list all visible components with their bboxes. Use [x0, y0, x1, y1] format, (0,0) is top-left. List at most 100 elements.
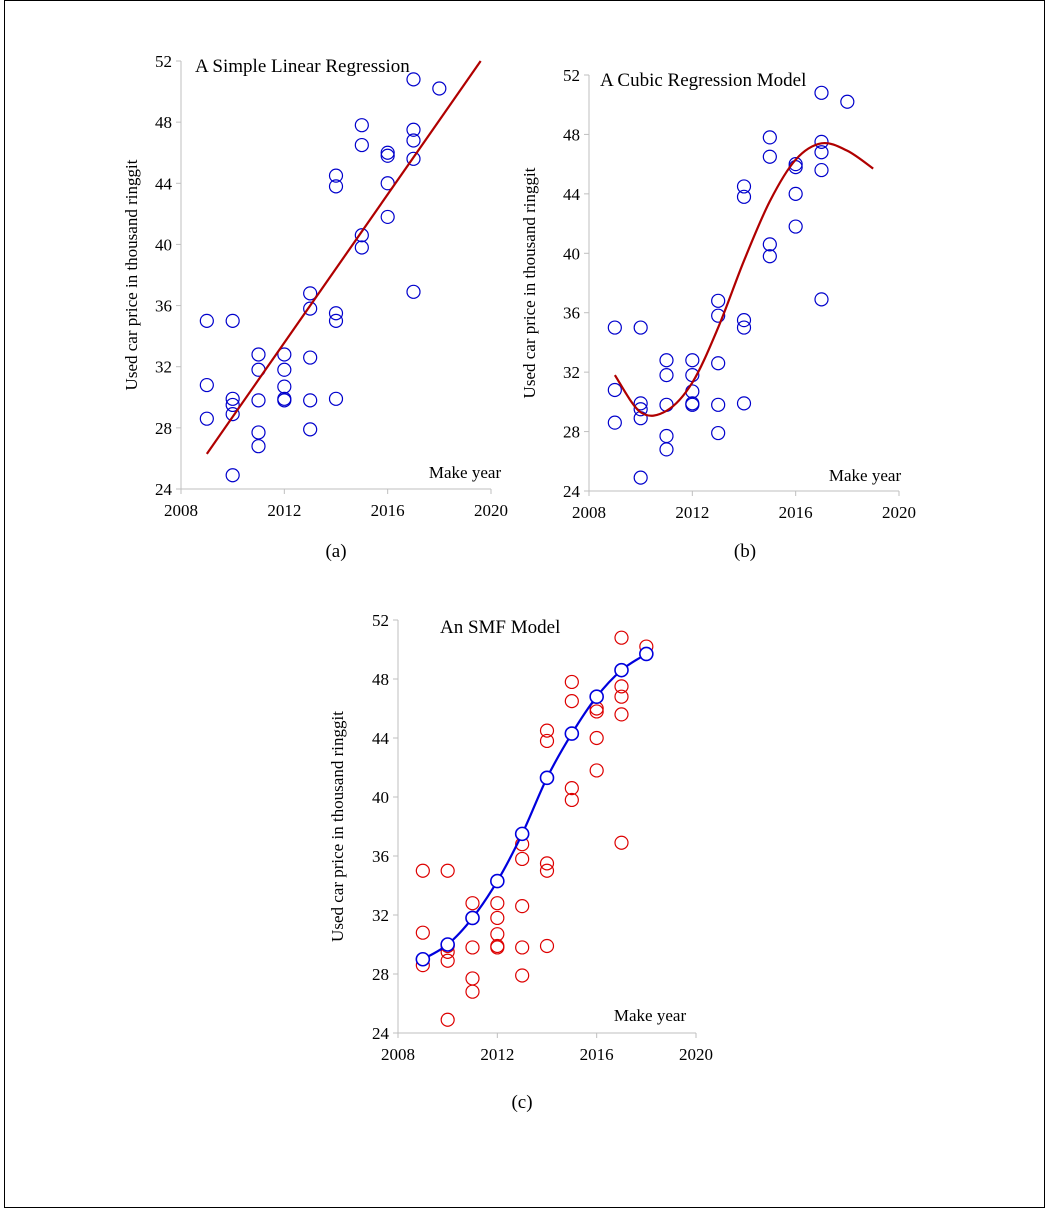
data-point: [406, 284, 421, 299]
data-point: [564, 694, 579, 709]
data-point: [490, 910, 505, 926]
data-point: [736, 320, 752, 335]
y-tick-label: 36: [372, 847, 389, 866]
y-tick-label: 52: [563, 66, 580, 85]
smf-fit-point: [614, 662, 629, 678]
data-point: [762, 249, 777, 264]
data-point: [539, 938, 555, 954]
data-point: [515, 851, 530, 867]
data-point: [633, 402, 648, 417]
data-point: [406, 133, 421, 148]
data-point: [303, 393, 318, 408]
data-point: [406, 72, 421, 87]
data-point: [814, 134, 829, 149]
data-point: [515, 968, 530, 983]
data-point: [490, 927, 505, 942]
data-point: [539, 856, 555, 871]
data-point: [199, 377, 214, 393]
data-point: [814, 162, 829, 178]
data-point: [415, 925, 430, 940]
y-tick-label: 40: [563, 244, 580, 263]
data-point: [564, 781, 579, 796]
data-point: [685, 384, 700, 399]
data-point: [406, 151, 421, 166]
data-point: [589, 704, 604, 719]
y-tick-label: 52: [372, 611, 389, 630]
smf-fit-point: [589, 689, 604, 705]
smf-fit-point: [639, 646, 654, 662]
y-tick-label: 36: [563, 304, 580, 323]
data-point: [440, 1012, 455, 1027]
x-tick-label: 2008: [381, 1045, 415, 1064]
x-axis-label: Make year: [429, 463, 502, 482]
y-tick-label: 28: [563, 423, 580, 442]
data-point: [354, 240, 369, 255]
data-point: [225, 391, 240, 406]
data-point: [490, 940, 505, 955]
smf-fit-point: [465, 910, 480, 926]
data-point: [328, 313, 344, 328]
data-point: [711, 397, 726, 412]
data-point: [251, 393, 266, 408]
data-point: [432, 81, 447, 96]
chart-title: An SMF Model: [440, 617, 560, 638]
x-tick-label: 2020: [474, 501, 508, 520]
data-point: [736, 396, 752, 411]
data-point: [659, 353, 674, 368]
data-point: [814, 292, 829, 307]
data-point: [736, 189, 752, 204]
data-point: [303, 286, 318, 301]
data-point: [199, 411, 214, 426]
chart-b: 24 28 32 36 40 44 48 52 2008 2012 2016 2020 A Cubic …: [520, 66, 916, 562]
y-tick-label: 24: [563, 482, 581, 501]
data-point: [251, 347, 266, 362]
x-tick-label: 2016: [779, 503, 813, 522]
data-point: [465, 940, 480, 955]
y-tick-label: 28: [372, 965, 389, 984]
y-tick-label: 48: [563, 125, 580, 144]
data-point: [589, 763, 604, 778]
x-tick-label: 2016: [580, 1045, 614, 1064]
data-point: [711, 425, 726, 441]
data-point: [685, 353, 700, 368]
chart-title: A Simple Linear Regression: [195, 56, 410, 77]
data-point: [380, 209, 395, 225]
y-tick-label: 52: [155, 52, 172, 71]
y-tick-label: 44: [155, 174, 173, 193]
data-point: [465, 971, 480, 986]
y-tick-label: 44: [372, 729, 390, 748]
data-point: [465, 984, 480, 999]
data-point: [277, 393, 292, 408]
chart-c: 24 28 32 36 40 44 48 52 2008 2012 2016 2020 An SMF M…: [328, 611, 713, 1113]
data-point: [328, 168, 344, 183]
data-point: [607, 320, 622, 335]
x-tick-label: 2012: [267, 501, 301, 520]
data-point: [564, 792, 579, 808]
y-tick-label: 48: [372, 670, 389, 689]
y-tick-label: 32: [155, 358, 172, 377]
data-point: [415, 863, 430, 878]
data-point: [303, 422, 318, 437]
data-point: [225, 407, 240, 422]
data-point: [589, 730, 604, 746]
data-point: [406, 122, 421, 137]
data-point: [659, 397, 674, 412]
data-point: [659, 442, 674, 457]
data-point: [614, 707, 629, 722]
data-point: [633, 470, 648, 485]
chart-caption: (a): [325, 541, 346, 562]
y-tick-label: 36: [155, 297, 172, 316]
data-point: [788, 186, 803, 201]
smf-fit-point: [440, 937, 455, 952]
data-point: [465, 896, 480, 911]
data-point: [614, 679, 629, 694]
data-point: [659, 368, 674, 383]
data-point: [607, 382, 622, 398]
data-point: [539, 863, 555, 878]
data-point: [225, 397, 240, 413]
y-axis-label: Used car price in thousand ringgit: [520, 167, 539, 398]
data-point: [328, 179, 344, 194]
x-tick-label: 2020: [679, 1045, 713, 1064]
x-tick-label: 2020: [882, 503, 916, 522]
data-point: [614, 835, 629, 850]
